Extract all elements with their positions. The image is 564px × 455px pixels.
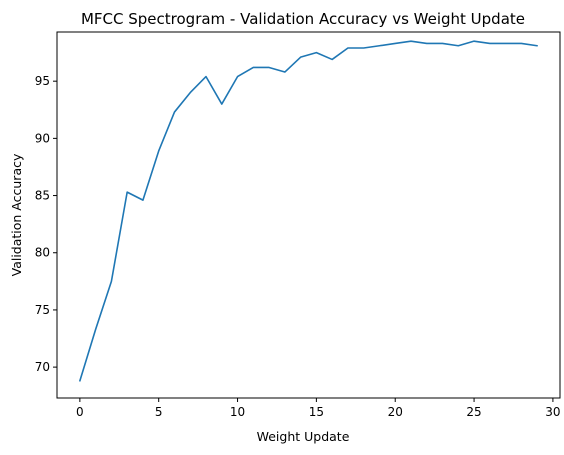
x-tick-label: 5: [155, 405, 163, 419]
x-axis-label: Weight Update: [257, 429, 350, 444]
y-tick-label: 95: [35, 74, 50, 88]
plot-frame: [56, 31, 561, 399]
x-tick-label: 15: [309, 405, 324, 419]
y-tick-label: 70: [35, 360, 50, 374]
y-tick-label: 75: [35, 303, 50, 317]
y-axis: 70 75 80 85 90 95: [35, 74, 57, 374]
validation-accuracy-line: [79, 40, 538, 382]
y-axis-label: Validation Accuracy: [9, 153, 24, 276]
chart-title: MFCC Spectrogram - Validation Accuracy v…: [81, 10, 525, 28]
x-tick-label: 20: [388, 405, 403, 419]
x-tick-label: 10: [230, 405, 245, 419]
x-tick-label: 0: [76, 405, 84, 419]
x-tick-label: 30: [545, 405, 560, 419]
x-tick-label: 25: [466, 405, 481, 419]
plot-area: [56, 31, 561, 399]
y-tick-label: 90: [35, 131, 50, 145]
x-axis: 0 5 10 15 20 25 30: [76, 398, 561, 419]
y-tick-label: 80: [35, 246, 50, 260]
y-tick-label: 85: [35, 189, 50, 203]
